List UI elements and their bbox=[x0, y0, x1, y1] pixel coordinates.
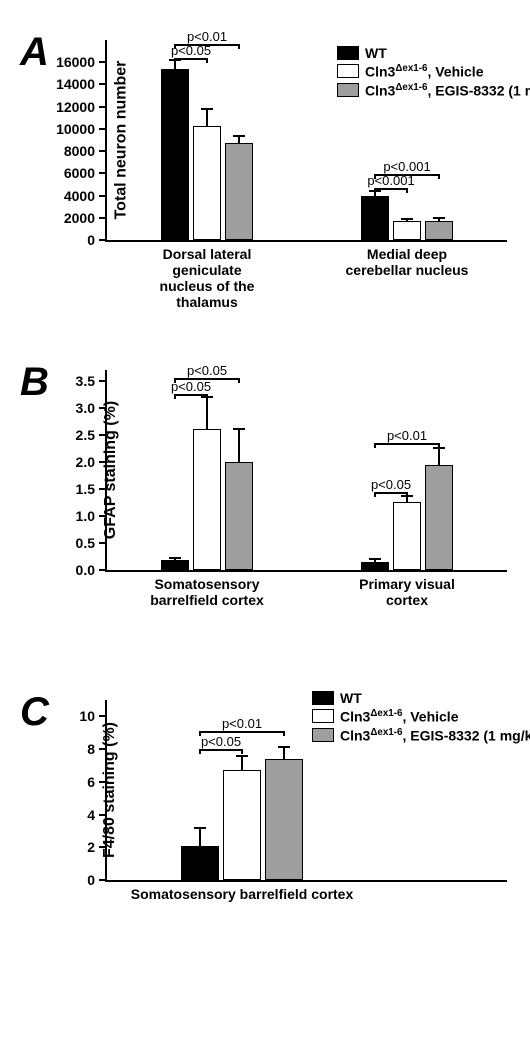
y-tick-label: 10 bbox=[79, 708, 95, 724]
panel-c: CF4/80 staining (%)0246810Somatosensory … bbox=[10, 700, 520, 960]
y-tick-label: 6 bbox=[87, 774, 95, 790]
panel-a: ATotal neuron number02000400060008000100… bbox=[10, 40, 520, 320]
significance-label: p<0.001 bbox=[383, 159, 430, 174]
bar bbox=[223, 770, 261, 880]
legend-label: WT bbox=[340, 690, 362, 706]
legend-swatch bbox=[337, 46, 359, 60]
chart-area: GFAP staining (%)0.00.51.01.52.02.53.03.… bbox=[105, 370, 507, 572]
bar bbox=[425, 221, 453, 240]
significance-label: p<0.05 bbox=[187, 363, 227, 378]
legend: WT Cln3Δex1-6, Vehicle Cln3Δex1-6, EGIS-83… bbox=[337, 45, 530, 100]
bar bbox=[193, 429, 221, 570]
bar bbox=[393, 221, 421, 240]
legend-item: WT bbox=[312, 690, 530, 706]
x-group-label: Primary visualcortex bbox=[337, 576, 477, 608]
y-tick-label: 1.5 bbox=[76, 481, 95, 497]
x-group-label: Dorsal lateral geniculatenucleus of the … bbox=[137, 246, 277, 310]
chart-area: F4/80 staining (%)0246810Somatosensory b… bbox=[105, 700, 507, 882]
y-tick-label: 0 bbox=[87, 872, 95, 888]
legend-item: WT bbox=[337, 45, 530, 61]
significance-label: p<0.05 bbox=[371, 477, 411, 492]
bar bbox=[361, 196, 389, 240]
y-tick-label: 0 bbox=[87, 232, 95, 248]
legend-item: Cln3Δex1-6, Vehicle bbox=[337, 63, 530, 80]
x-group-label: Medial deepcerebellar nucleus bbox=[337, 246, 477, 278]
significance-label: p<0.05 bbox=[201, 734, 241, 749]
legend-label: Cln3Δex1-6, EGIS-8332 (1 mg/kg) bbox=[340, 727, 530, 744]
y-tick-label: 2.0 bbox=[76, 454, 95, 470]
y-tick-label: 4 bbox=[87, 807, 95, 823]
legend-label: Cln3Δex1-6, Vehicle bbox=[340, 708, 459, 725]
y-tick-label: 0.5 bbox=[76, 535, 95, 551]
bar bbox=[393, 502, 421, 570]
bar bbox=[425, 465, 453, 570]
legend-label: Cln3Δex1-6, EGIS-8332 (1 mg/kg) bbox=[365, 82, 530, 99]
y-tick-label: 14000 bbox=[56, 76, 95, 92]
y-tick-label: 10000 bbox=[56, 121, 95, 137]
significance-label: p<0.01 bbox=[187, 29, 227, 44]
y-tick-label: 3.5 bbox=[76, 373, 95, 389]
bar bbox=[181, 846, 219, 880]
y-tick-label: 2.5 bbox=[76, 427, 95, 443]
legend-item: Cln3Δex1-6, EGIS-8332 (1 mg/kg) bbox=[337, 82, 530, 99]
chart-area: Total neuron number020004000600080001000… bbox=[105, 40, 507, 242]
bar bbox=[225, 143, 253, 240]
significance-label: p<0.01 bbox=[222, 716, 262, 731]
bar bbox=[361, 562, 389, 570]
legend-label: WT bbox=[365, 45, 387, 61]
legend-item: Cln3Δex1-6, Vehicle bbox=[312, 708, 530, 725]
legend: WT Cln3Δex1-6, Vehicle Cln3Δex1-6, EGIS-83… bbox=[312, 690, 530, 745]
y-tick-label: 8000 bbox=[64, 143, 95, 159]
bar bbox=[225, 462, 253, 570]
x-group-label: Somatosensorybarrelfield cortex bbox=[137, 576, 277, 608]
significance-label: p<0.05 bbox=[171, 379, 211, 394]
legend-swatch bbox=[312, 728, 334, 742]
y-tick-label: 1.0 bbox=[76, 508, 95, 524]
panel-letter: A bbox=[20, 30, 49, 75]
y-tick-label: 8 bbox=[87, 741, 95, 757]
y-tick-label: 2 bbox=[87, 839, 95, 855]
y-tick-label: 3.0 bbox=[76, 400, 95, 416]
legend-swatch bbox=[312, 709, 334, 723]
y-tick-label: 12000 bbox=[56, 99, 95, 115]
panel-letter: B bbox=[20, 360, 49, 405]
legend-label: Cln3Δex1-6, Vehicle bbox=[365, 63, 484, 80]
y-axis-label: Total neuron number bbox=[112, 61, 130, 220]
y-axis-label: F4/80 staining (%) bbox=[101, 722, 119, 858]
bar bbox=[161, 69, 189, 240]
y-tick-label: 0.0 bbox=[76, 562, 95, 578]
y-tick-label: 2000 bbox=[64, 210, 95, 226]
y-axis-label: GFAP staining (%) bbox=[102, 401, 120, 539]
bar bbox=[193, 126, 221, 240]
bar bbox=[161, 560, 189, 570]
legend-swatch bbox=[337, 64, 359, 78]
y-tick-label: 6000 bbox=[64, 165, 95, 181]
panel-letter: C bbox=[20, 690, 49, 735]
y-tick-label: 16000 bbox=[56, 54, 95, 70]
x-group-label: Somatosensory barrelfield cortex bbox=[112, 886, 372, 902]
legend-swatch bbox=[312, 691, 334, 705]
bar bbox=[265, 759, 303, 880]
panel-b: BGFAP staining (%)0.00.51.01.52.02.53.03… bbox=[10, 370, 520, 650]
significance-label: p<0.01 bbox=[387, 428, 427, 443]
y-tick-label: 4000 bbox=[64, 188, 95, 204]
legend-swatch bbox=[337, 83, 359, 97]
legend-item: Cln3Δex1-6, EGIS-8332 (1 mg/kg) bbox=[312, 727, 530, 744]
